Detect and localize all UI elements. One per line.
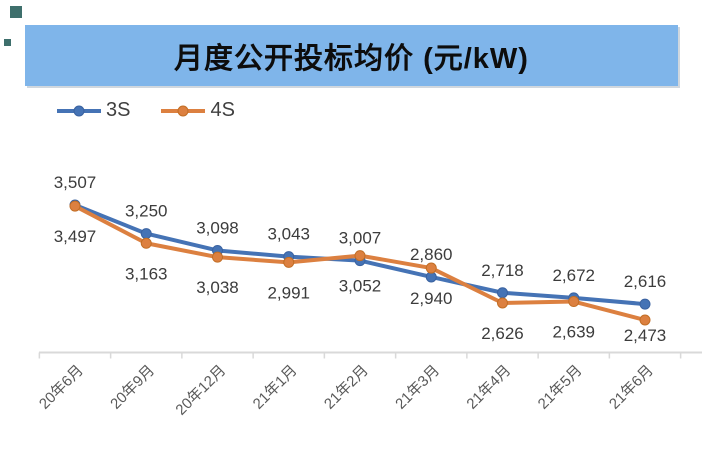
svg-text:2,672: 2,672: [552, 266, 595, 285]
svg-text:2,860: 2,860: [410, 245, 453, 264]
svg-text:20年6月: 20年6月: [36, 362, 87, 413]
svg-text:2,639: 2,639: [552, 323, 595, 342]
svg-text:2,940: 2,940: [410, 289, 453, 308]
svg-text:21年4月: 21年4月: [463, 362, 514, 413]
svg-text:2,991: 2,991: [267, 283, 310, 302]
svg-text:3,497: 3,497: [54, 227, 97, 246]
svg-text:3,007: 3,007: [339, 229, 382, 248]
svg-text:2,616: 2,616: [624, 272, 667, 291]
legend-item-3s: 3S: [56, 99, 130, 122]
legend-item-4s: 4S: [160, 99, 235, 122]
svg-text:21年1月: 21年1月: [250, 362, 301, 413]
svg-text:20年9月: 20年9月: [107, 362, 158, 413]
svg-text:21年3月: 21年3月: [392, 362, 443, 413]
legend-marker-4s-icon: [161, 105, 206, 116]
svg-text:3,507: 3,507: [54, 173, 97, 192]
svg-text:2,626: 2,626: [481, 324, 524, 343]
svg-text:21年2月: 21年2月: [321, 362, 372, 413]
svg-text:3,038: 3,038: [196, 278, 239, 297]
chart-title: 月度公开投标均价 (元/kW): [174, 42, 529, 75]
svg-text:3,043: 3,043: [267, 225, 310, 244]
svg-text:21年5月: 21年5月: [535, 362, 586, 413]
svg-text:2,718: 2,718: [481, 261, 524, 280]
scan-artifact-square-small: [4, 39, 11, 46]
legend-label-3s: 3S: [106, 99, 131, 121]
chart-legend: 3S 4S: [56, 99, 235, 122]
svg-text:2,473: 2,473: [624, 326, 667, 345]
chart-title-banner: 月度公开投标均价 (元/kW): [25, 25, 678, 86]
legend-marker-3s-icon: [57, 105, 101, 116]
svg-text:3,052: 3,052: [339, 277, 382, 296]
svg-text:3,250: 3,250: [125, 202, 168, 221]
svg-text:3,098: 3,098: [196, 218, 239, 237]
svg-text:21年6月: 21年6月: [606, 362, 657, 413]
svg-text:20年12月: 20年12月: [172, 362, 229, 419]
legend-label-4s: 4S: [210, 99, 235, 121]
svg-text:3,163: 3,163: [125, 264, 168, 283]
scan-artifact-square: [10, 6, 22, 18]
